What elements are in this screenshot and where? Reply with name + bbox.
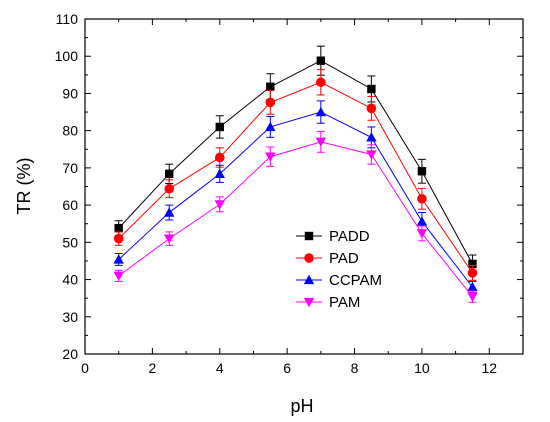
series-ccpam	[113, 100, 478, 294]
data-point	[164, 183, 175, 194]
legend-label: PADD	[329, 228, 370, 245]
data-point	[265, 152, 276, 162]
data-point	[113, 254, 124, 264]
legend-marker	[304, 231, 314, 241]
y-tick-label: 30	[62, 309, 78, 325]
data-point	[416, 216, 428, 226]
legend-label: CCPAM	[329, 272, 382, 289]
y-axis-label: TR (%)	[14, 158, 34, 215]
legend-label: PAD	[329, 250, 359, 267]
y-tick-label: 50	[62, 234, 78, 250]
data-point	[265, 97, 276, 108]
data-point	[315, 106, 327, 117]
data-point	[467, 292, 478, 302]
x-tick-label: 0	[81, 360, 89, 376]
x-tick-label: 2	[148, 360, 156, 376]
data-point	[113, 271, 124, 282]
series-line	[118, 81, 473, 274]
data-point	[417, 167, 427, 176]
legend-marker	[304, 253, 314, 263]
data-point	[316, 56, 326, 65]
y-tick-label: 80	[62, 123, 78, 139]
data-point	[165, 169, 174, 179]
series-line	[118, 141, 473, 297]
data-point	[164, 234, 175, 244]
data-point	[467, 268, 478, 278]
x-tick-label: 6	[283, 360, 291, 376]
series-pam	[113, 130, 478, 303]
legend-marker	[303, 297, 315, 308]
data-point	[366, 150, 377, 160]
y-tick-label: 90	[62, 85, 78, 101]
data-point	[417, 193, 427, 204]
data-point	[467, 281, 478, 292]
series-layer	[113, 45, 478, 303]
x-tick-label: 10	[414, 360, 430, 376]
x-axis-label: pH	[290, 396, 313, 416]
data-point	[416, 229, 428, 239]
series-line	[118, 111, 473, 288]
data-point	[266, 82, 275, 91]
y-tick-label: 20	[62, 346, 78, 362]
data-point	[215, 122, 224, 132]
data-point	[164, 207, 175, 217]
series-pad	[113, 69, 478, 281]
data-point	[315, 137, 327, 148]
data-point	[366, 103, 377, 114]
axes-layer: 0 2 4 6 8 10 12 20 30 40 50 60 70 80 90 100 110	[55, 11, 524, 376]
data-point	[316, 77, 326, 88]
data-point	[367, 84, 376, 94]
series-line	[118, 60, 473, 265]
legend: PADD PAD CCPAM PAM	[296, 228, 382, 311]
data-point	[214, 168, 225, 179]
data-point	[214, 152, 225, 163]
x-tick-label: 4	[216, 360, 224, 376]
x-tick-label: 12	[482, 360, 498, 376]
legend-label: PAM	[329, 294, 360, 311]
data-point	[366, 132, 377, 142]
y-tick-label: 40	[62, 272, 78, 288]
data-point	[214, 200, 225, 210]
data-point	[113, 233, 124, 244]
legend-marker	[303, 274, 315, 285]
data-point	[114, 223, 123, 233]
y-tick-label: 70	[62, 160, 78, 176]
x-tick-label: 8	[351, 360, 359, 376]
y-tick-label: 100	[55, 48, 79, 64]
y-tick-label: 60	[62, 197, 78, 213]
data-point	[468, 259, 477, 269]
y-tick-label: 110	[56, 11, 79, 27]
data-point	[265, 121, 276, 132]
